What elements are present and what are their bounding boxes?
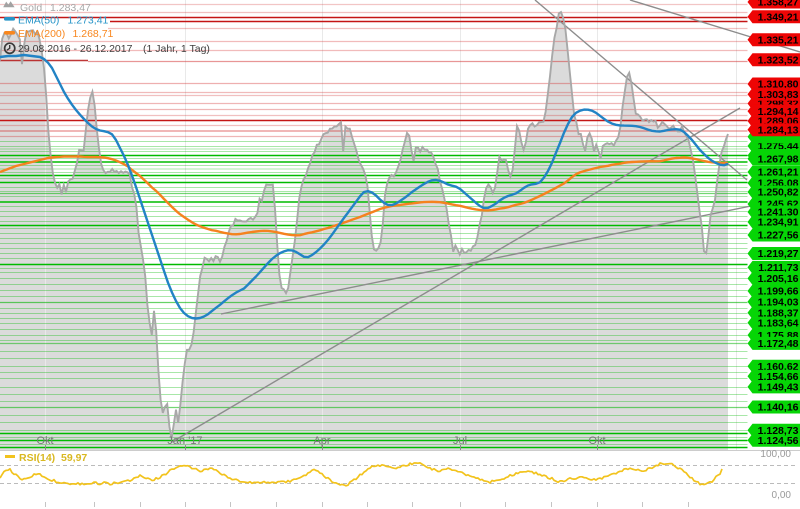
svg-text:EMA(200): EMA(200): [18, 28, 65, 40]
svg-text:1.294,14: 1.294,14: [758, 106, 799, 118]
svg-text:1.194,03: 1.194,03: [758, 296, 799, 308]
svg-text:1.183,64: 1.183,64: [758, 317, 799, 329]
svg-text:1.219,27: 1.219,27: [758, 248, 799, 260]
svg-text:1.124,56: 1.124,56: [758, 435, 799, 447]
svg-text:100,00: 100,00: [760, 449, 791, 460]
svg-text:1.349,21: 1.349,21: [758, 12, 799, 24]
svg-text:1.268,71: 1.268,71: [73, 28, 114, 40]
svg-text:1.273,41: 1.273,41: [68, 14, 109, 26]
svg-text:1.227,56: 1.227,56: [758, 230, 799, 242]
svg-text:1.128,73: 1.128,73: [758, 425, 799, 437]
svg-text:1.154,66: 1.154,66: [758, 371, 799, 383]
svg-text:29.08.2016 - 26.12.2017: 29.08.2016 - 26.12.2017: [18, 43, 133, 55]
svg-text:Okt: Okt: [36, 435, 53, 447]
svg-text:1.284,13: 1.284,13: [758, 124, 799, 136]
svg-text:1.335,21: 1.335,21: [758, 35, 799, 47]
svg-text:1.188,37: 1.188,37: [758, 307, 799, 319]
svg-text:(1 Jahr, 1 Tag): (1 Jahr, 1 Tag): [143, 43, 210, 55]
svg-text:Gold: Gold: [20, 2, 42, 14]
svg-text:Okt: Okt: [588, 435, 605, 447]
svg-text:0,00: 0,00: [772, 490, 792, 501]
svg-text:1.283,47: 1.283,47: [50, 2, 91, 14]
svg-text:Jul: Jul: [453, 435, 467, 447]
svg-text:59,97: 59,97: [61, 452, 87, 464]
svg-text:1.211,73: 1.211,73: [758, 262, 798, 274]
svg-text:Jan '17: Jan '17: [167, 435, 202, 447]
svg-text:1.149,43: 1.149,43: [758, 382, 799, 394]
svg-text:1.323,52: 1.323,52: [758, 55, 799, 67]
svg-text:RSI(14): RSI(14): [19, 452, 55, 464]
svg-text:1.199,66: 1.199,66: [758, 286, 799, 298]
svg-text:1.303,83: 1.303,83: [758, 89, 799, 101]
svg-text:1.250,82: 1.250,82: [758, 187, 799, 199]
svg-text:1.234,91: 1.234,91: [758, 217, 799, 229]
svg-text:1.310,80: 1.310,80: [758, 79, 799, 91]
svg-text:1.261,21: 1.261,21: [758, 167, 799, 179]
svg-text:1.358,27: 1.358,27: [758, 0, 799, 9]
svg-text:1.140,16: 1.140,16: [758, 402, 799, 414]
svg-text:Apr: Apr: [313, 435, 330, 447]
svg-text:1.205,16: 1.205,16: [758, 273, 799, 285]
svg-text:1.267,98: 1.267,98: [758, 153, 799, 165]
svg-text:1.172,48: 1.172,48: [758, 338, 799, 350]
svg-text:EMA(50): EMA(50): [18, 14, 59, 26]
